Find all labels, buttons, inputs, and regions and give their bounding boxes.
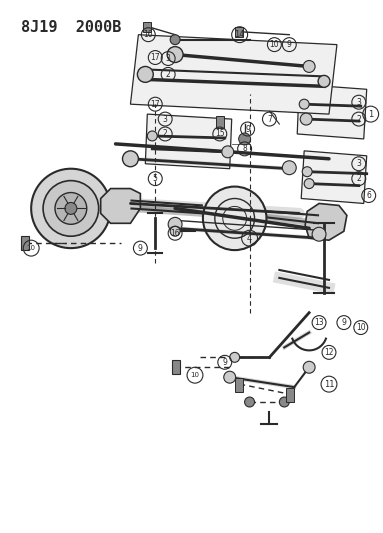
Circle shape <box>170 35 180 45</box>
Text: 2: 2 <box>357 115 361 124</box>
Circle shape <box>43 181 99 236</box>
Text: 11: 11 <box>324 379 334 389</box>
Circle shape <box>230 352 240 362</box>
Circle shape <box>312 227 326 241</box>
Polygon shape <box>297 84 367 139</box>
Text: 5: 5 <box>153 174 158 183</box>
Circle shape <box>282 161 296 175</box>
Polygon shape <box>101 189 141 223</box>
Bar <box>286 388 294 402</box>
Text: 16: 16 <box>144 30 153 39</box>
Circle shape <box>31 169 111 248</box>
Text: 16: 16 <box>170 229 180 238</box>
Text: 10: 10 <box>270 40 279 49</box>
Bar <box>21 236 29 250</box>
Circle shape <box>123 151 138 167</box>
Text: 13: 13 <box>314 318 324 327</box>
Text: 8: 8 <box>242 144 247 154</box>
Circle shape <box>279 397 289 407</box>
Circle shape <box>203 187 267 250</box>
Circle shape <box>167 46 183 62</box>
Circle shape <box>303 61 315 72</box>
Polygon shape <box>145 114 232 169</box>
Polygon shape <box>301 151 367 204</box>
Text: 9: 9 <box>138 244 143 253</box>
Bar <box>216 116 224 128</box>
Polygon shape <box>131 35 337 114</box>
Text: 2: 2 <box>357 174 361 183</box>
Text: 9: 9 <box>342 318 346 327</box>
Circle shape <box>168 217 182 231</box>
Bar <box>235 378 242 392</box>
Polygon shape <box>305 204 347 240</box>
Text: 3: 3 <box>356 159 361 168</box>
Bar <box>172 360 180 374</box>
Text: 10: 10 <box>190 372 200 378</box>
Text: 3: 3 <box>356 98 361 107</box>
Text: 8J19  2000B: 8J19 2000B <box>21 20 122 35</box>
Text: 2: 2 <box>163 130 168 139</box>
Text: 2: 2 <box>166 70 170 79</box>
Text: 3: 3 <box>166 54 170 63</box>
Text: 3: 3 <box>163 115 168 124</box>
Text: 17: 17 <box>151 100 160 109</box>
Circle shape <box>170 227 180 236</box>
Text: 1: 1 <box>368 110 373 119</box>
Circle shape <box>303 361 315 373</box>
Text: 10: 10 <box>356 323 366 332</box>
Text: 9: 9 <box>222 358 227 367</box>
Text: 4: 4 <box>247 233 252 243</box>
Text: 9: 9 <box>245 125 250 133</box>
Circle shape <box>245 397 255 407</box>
Text: 6: 6 <box>366 191 371 200</box>
Circle shape <box>55 192 87 224</box>
Text: 7: 7 <box>267 115 272 124</box>
Text: 14: 14 <box>234 30 245 39</box>
Circle shape <box>299 99 309 109</box>
Circle shape <box>222 146 234 158</box>
Circle shape <box>304 179 314 189</box>
Circle shape <box>147 131 157 141</box>
Bar <box>143 22 151 32</box>
Circle shape <box>239 133 250 145</box>
Circle shape <box>65 203 77 214</box>
Circle shape <box>302 167 312 176</box>
Text: 15: 15 <box>215 130 224 139</box>
Text: 17: 17 <box>151 53 160 62</box>
Circle shape <box>300 113 312 125</box>
Circle shape <box>318 75 330 87</box>
Bar <box>235 27 242 37</box>
Circle shape <box>137 67 153 82</box>
Text: 10: 10 <box>27 245 36 251</box>
Circle shape <box>224 372 236 383</box>
Text: 9: 9 <box>287 40 292 49</box>
Text: 12: 12 <box>324 348 334 357</box>
